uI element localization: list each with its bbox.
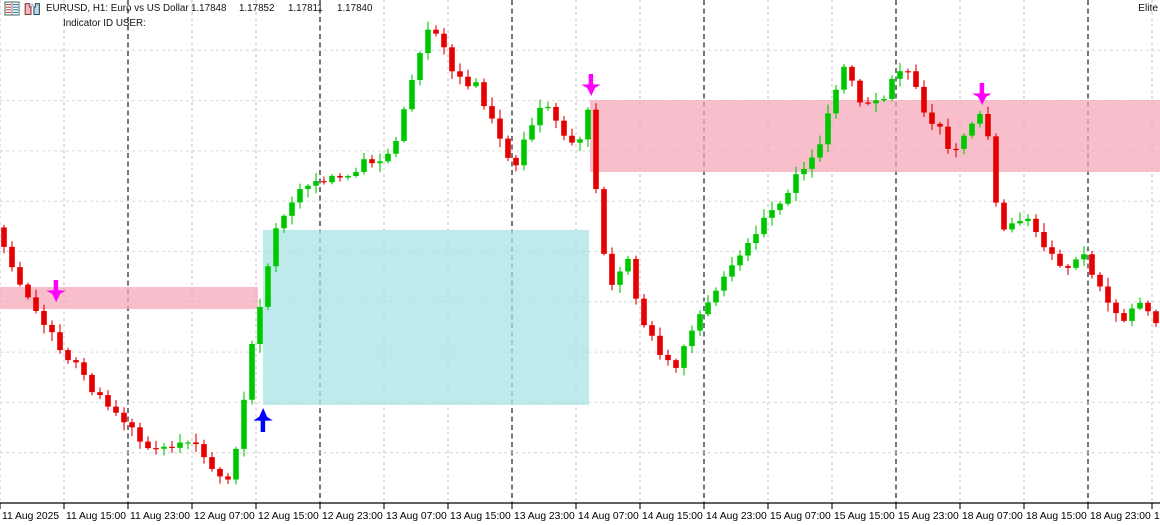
svg-text:11 Aug 23:00: 11 Aug 23:00 <box>130 511 190 522</box>
svg-text:18 Aug 23:00: 18 Aug 23:00 <box>1090 511 1151 522</box>
svg-text:15 Aug 15:00: 15 Aug 15:00 <box>834 511 895 522</box>
svg-text:12 Aug 15:00: 12 Aug 15:00 <box>258 511 319 522</box>
svg-text:1.17852: 1.17852 <box>239 3 274 14</box>
svg-text:18 Aug 07:00: 18 Aug 07:00 <box>962 511 1023 522</box>
svg-text:14 Aug 15:00: 14 Aug 15:00 <box>642 511 703 522</box>
svg-text:15 Aug 07:00: 15 Aug 07:00 <box>770 511 831 522</box>
svg-text:11 Aug 2025: 11 Aug 2025 <box>2 511 59 522</box>
svg-text:14 Aug 07:00: 14 Aug 07:00 <box>578 511 639 522</box>
svg-text:Elite: Elite <box>1138 3 1158 14</box>
svg-text:18 Aug 15:00: 18 Aug 15:00 <box>1026 511 1087 522</box>
svg-text:EURUSD, H1: Euro vs US Dollar: EURUSD, H1: Euro vs US Dollar <box>46 3 189 14</box>
svg-text:12 Aug 07:00: 12 Aug 07:00 <box>194 511 255 522</box>
svg-text:12 Aug 23:00: 12 Aug 23:00 <box>322 511 383 522</box>
svg-text:13 Aug 15:00: 13 Aug 15:00 <box>450 511 511 522</box>
svg-text:1.17811: 1.17811 <box>288 3 323 14</box>
svg-text:15 Aug 23:00: 15 Aug 23:00 <box>898 511 959 522</box>
svg-text:1.17840: 1.17840 <box>337 3 373 14</box>
svg-text:1.17848: 1.17848 <box>191 3 227 14</box>
svg-text:14 Aug 23:00: 14 Aug 23:00 <box>706 511 767 522</box>
svg-text:13 Aug 07:00: 13 Aug 07:00 <box>386 511 447 522</box>
svg-text:Indicator ID USER:: Indicator ID USER: <box>63 18 146 29</box>
svg-text:19 Aug 07:00: 19 Aug 07:00 <box>1154 511 1160 522</box>
svg-text:13 Aug 23:00: 13 Aug 23:00 <box>514 511 575 522</box>
svg-text:11 Aug 15:00: 11 Aug 15:00 <box>66 511 126 522</box>
